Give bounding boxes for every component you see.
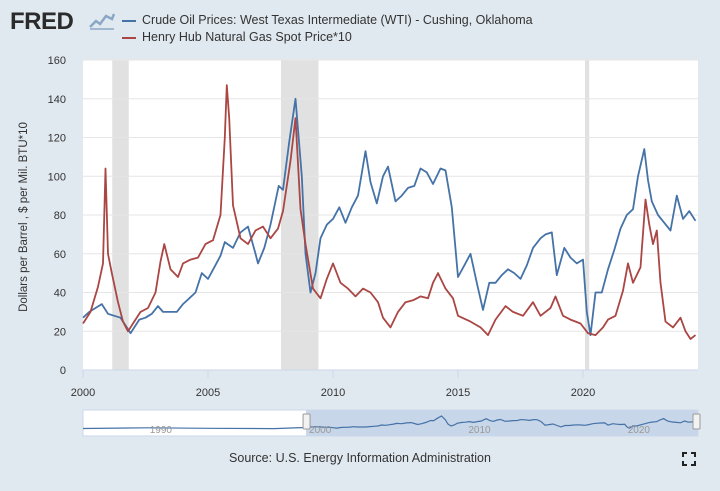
- y-tick-label: 0: [60, 365, 66, 377]
- x-tick-label: 2010: [321, 387, 345, 399]
- legend-swatch-wti: [122, 19, 136, 22]
- legend-label-gas: Henry Hub Natural Gas Spot Price*10: [142, 30, 352, 44]
- source-note: Source: U.S. Energy Information Administ…: [229, 451, 491, 465]
- range-navigator[interactable]: 1990 2000 2010 2020: [82, 409, 701, 437]
- y-axis-label: Dollars per Barrel , $ per Mil. BTU*10: [18, 122, 30, 312]
- navigator-label: 2000: [309, 425, 332, 436]
- y-tick-label: 140: [48, 94, 66, 106]
- y-tick-label: 60: [54, 249, 66, 261]
- navigator-handle-left[interactable]: [302, 413, 311, 430]
- fullscreen-icon[interactable]: [682, 452, 696, 466]
- navigator-handle-right[interactable]: [692, 413, 701, 430]
- y-tick-label: 40: [54, 288, 66, 300]
- navigator-series: [82, 415, 697, 430]
- y-tick-label: 160: [48, 55, 66, 67]
- series-line-wti[interactable]: [82, 97, 697, 337]
- y-tick-label: 20: [54, 326, 66, 338]
- navigator-selection[interactable]: [306, 410, 698, 436]
- x-tick-label: 2020: [571, 387, 595, 399]
- legend-item-wti[interactable]: Crude Oil Prices: West Texas Intermediat…: [122, 12, 533, 29]
- legend-item-gas[interactable]: Henry Hub Natural Gas Spot Price*10: [122, 29, 533, 46]
- legend-swatch-gas: [122, 36, 136, 39]
- navigator-label: 1990: [150, 425, 173, 436]
- y-tick-label: 120: [48, 133, 66, 145]
- x-tick-label: 2005: [196, 387, 220, 399]
- fred-chart-icon: [88, 10, 116, 30]
- navigator-label: 2010: [468, 425, 491, 436]
- fred-logo[interactable]: FRED: [10, 8, 74, 35]
- x-tick-label: 2015: [446, 387, 470, 399]
- navigator-label: 2020: [628, 425, 651, 436]
- chart-legend: Crude Oil Prices: West Texas Intermediat…: [122, 12, 533, 46]
- y-tick-label: 80: [54, 210, 66, 222]
- series-line-gas[interactable]: [82, 84, 697, 340]
- y-tick-label: 100: [48, 171, 66, 183]
- legend-label-wti: Crude Oil Prices: West Texas Intermediat…: [142, 13, 533, 27]
- x-tick-label: 2000: [71, 387, 95, 399]
